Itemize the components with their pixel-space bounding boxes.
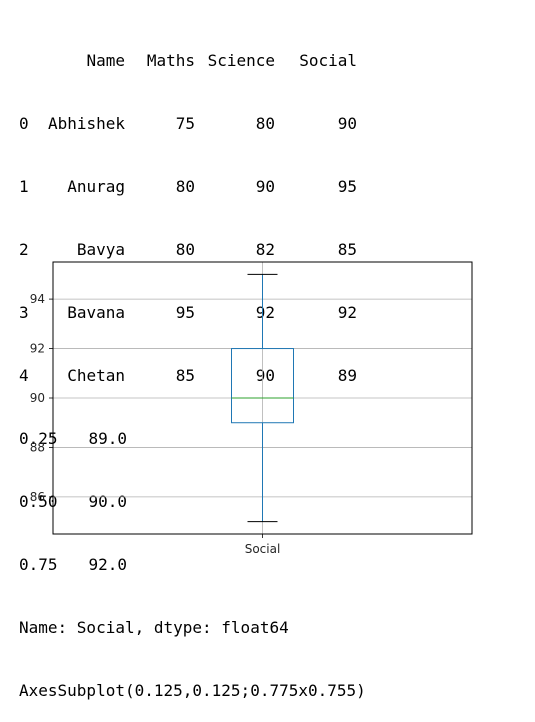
cell-social: 89: [337, 366, 357, 385]
y-tick-label: 90: [30, 391, 45, 405]
row-index: 4: [19, 366, 29, 385]
cell-name: Bavana: [67, 303, 125, 322]
cell-social: 95: [337, 177, 357, 196]
cell-maths: 95: [175, 303, 195, 322]
cell-name: Chetan: [67, 366, 125, 385]
cell-social: 85: [337, 240, 357, 259]
cell-maths: 80: [175, 240, 195, 259]
cell-social: 90: [337, 114, 357, 133]
cell-maths: 80: [175, 177, 195, 196]
y-tick-label: 94: [30, 292, 45, 306]
y-tick-label: 88: [30, 440, 45, 454]
y-axis: 86 88 90 92 94: [30, 292, 53, 504]
x-axis: Social: [245, 534, 281, 556]
box-plot: 86 88 90 92 94 Social: [30, 261, 473, 556]
table-row: 3 Bavana 95 92 92: [19, 302, 366, 323]
column-header-science: Science: [207, 51, 275, 70]
y-tick-label: 86: [30, 490, 45, 504]
series-info: Name: Social, dtype: float64: [19, 618, 289, 637]
cell-science: 82: [255, 240, 275, 259]
cell-name: Bavya: [76, 240, 125, 259]
column-header-maths: Maths: [146, 51, 195, 70]
x-tick-label: Social: [245, 542, 281, 556]
table-row: 0 Abhishek 75 80 90: [19, 113, 366, 134]
axes-repr: AxesSubplot(0.125,0.125;0.775x0.755): [19, 681, 366, 700]
iqr-box: [231, 348, 294, 424]
quantile-row: 0.25 89.0: [19, 428, 366, 449]
row-index: 0: [19, 114, 29, 133]
column-header-name: Name: [86, 51, 125, 70]
cell-science: 80: [255, 114, 275, 133]
cell-science: 90: [255, 366, 275, 385]
table-row: 2 Bavya 80 82 85: [19, 239, 366, 260]
cell-name: Abhishek: [47, 114, 125, 133]
cell-science: 92: [255, 303, 275, 322]
cell-name: Anurag: [67, 177, 125, 196]
row-index: 1: [19, 177, 29, 196]
table-row: 1 Anurag 80 90 95: [19, 176, 366, 197]
column-header-social: Social: [299, 51, 357, 70]
row-index: 2: [19, 240, 29, 259]
box-group: [231, 273, 294, 523]
table-header-row: Name Maths Science Social: [19, 50, 366, 71]
quantile-label: 0.25: [19, 429, 58, 448]
table-row: 4 Chetan 85 90 89: [19, 365, 366, 386]
cell-maths: 85: [175, 366, 195, 385]
cell-science: 90: [255, 177, 275, 196]
plot-frame: [52, 261, 473, 535]
row-index: 3: [19, 303, 29, 322]
y-tick-label: 92: [30, 342, 45, 356]
quantile-label: 0.50: [19, 492, 58, 511]
quantile-value: 89.0: [88, 429, 127, 448]
cell-social: 92: [337, 303, 357, 322]
cell-maths: 75: [175, 114, 195, 133]
